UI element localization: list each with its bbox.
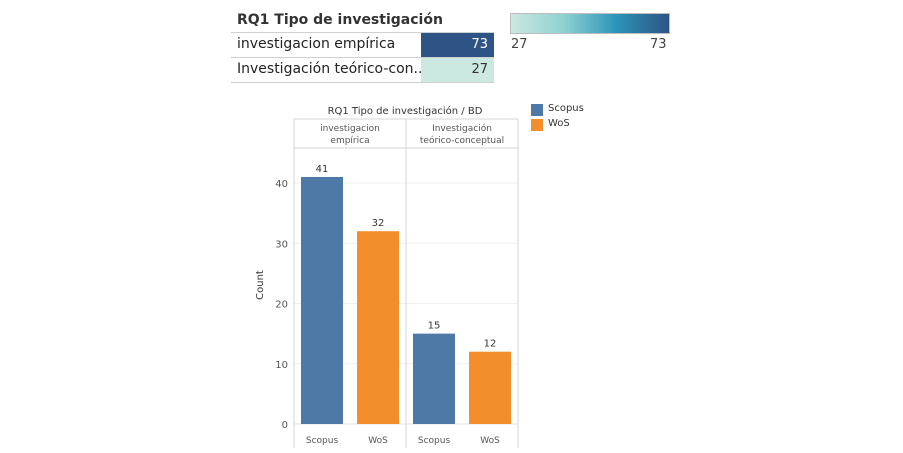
table-row[interactable]: investigacion empírica 73 [231,33,494,57]
row-label: Investigación teórico-con.. [237,61,423,77]
data-label: 32 [372,218,385,229]
y-axis-title: Count [255,270,266,300]
row-value-cell: 73 [421,33,494,57]
color-scale-bar [510,13,670,34]
y-tick-label: 30 [275,239,288,250]
bar-wos [357,231,399,424]
panel-header-label: Investigación [432,123,492,134]
table-title: RQ1 Tipo de investigación [237,12,443,28]
table-divider [231,82,494,83]
row-value: 27 [471,62,488,77]
y-tick-label: 0 [282,420,288,431]
x-tick-label: WoS [368,436,388,446]
table-divider [231,57,494,58]
bar-scopus [301,176,343,424]
table-divider [231,32,494,33]
row-value: 73 [471,37,488,52]
table-row[interactable]: Investigación teórico-con.. 27 [231,58,494,82]
x-tick-label: Scopus [418,436,451,446]
panel-header-label: teórico-conceptual [420,135,504,146]
y-tick-label: 20 [275,300,288,311]
row-value-cell: 27 [421,58,494,82]
color-scale-min: 27 [511,37,528,52]
bar-scopus [413,333,455,424]
y-tick-label: 40 [275,179,288,190]
row-label: investigacion empírica [237,36,396,52]
legend-label-wos: WoS [548,118,570,129]
data-label: 12 [484,339,497,350]
x-tick-label: Scopus [306,436,339,446]
panel-header-label: empírica [330,136,369,146]
panel-header-label: investigacion [320,124,380,134]
legend-swatch-wos [531,119,543,131]
color-scale-max: 73 [650,37,667,52]
bar-wos [469,351,511,424]
legend-label-scopus: Scopus [548,103,584,114]
x-tick-label: WoS [480,436,500,446]
legend-swatch-scopus [531,104,543,116]
chart-title: RQ1 Tipo de investigación / BD [328,105,483,117]
data-label: 15 [428,321,441,332]
data-label: 41 [316,164,329,175]
y-tick-label: 10 [275,360,288,371]
